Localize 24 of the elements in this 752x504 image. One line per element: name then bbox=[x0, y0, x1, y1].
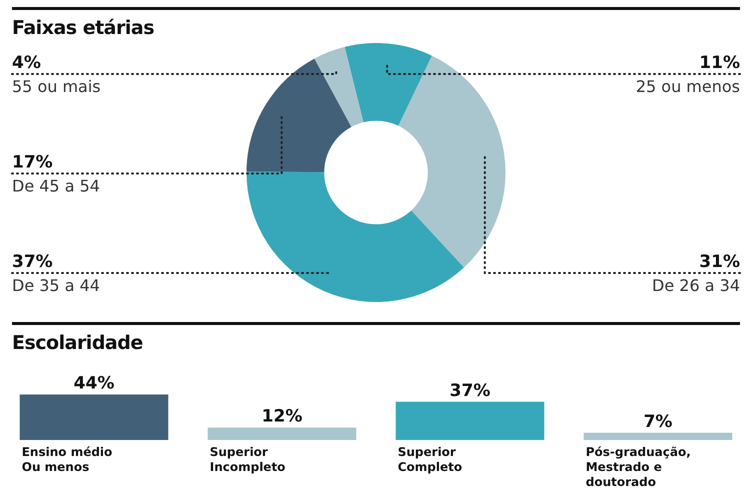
x-tick-label: Pós-graduação, Mestrado e doutorado bbox=[586, 445, 691, 489]
data-label: 11% bbox=[699, 53, 740, 73]
slice-label: 55 ou mais bbox=[12, 77, 101, 96]
slice-label: De 35 a 44 bbox=[12, 276, 100, 295]
slice-label: De 45 a 54 bbox=[12, 176, 100, 196]
data-label: 37% bbox=[12, 252, 53, 272]
data-label: 12% bbox=[262, 406, 302, 427]
chart-title: Faixas etárias bbox=[12, 17, 154, 39]
x-tick-label: Ensino médio Ou menos bbox=[22, 445, 112, 474]
bar bbox=[20, 394, 168, 440]
data-label: 17% bbox=[12, 152, 53, 172]
data-label: 7% bbox=[644, 412, 672, 432]
bar bbox=[208, 428, 356, 440]
bar bbox=[396, 402, 544, 440]
x-tick-label: Superior Completo bbox=[398, 445, 462, 474]
bar bbox=[584, 432, 732, 440]
slice-label: 25 ou menos bbox=[636, 77, 740, 96]
data-label: 44% bbox=[74, 374, 114, 394]
chart-title: Escolaridade bbox=[12, 332, 143, 354]
slice-label: De 26 a 34 bbox=[652, 276, 740, 295]
data-label: 37% bbox=[450, 380, 490, 401]
data-label: 4% bbox=[12, 53, 41, 73]
data-label: 31% bbox=[699, 252, 740, 272]
x-tick-label: Superior Incompleto bbox=[210, 445, 286, 474]
